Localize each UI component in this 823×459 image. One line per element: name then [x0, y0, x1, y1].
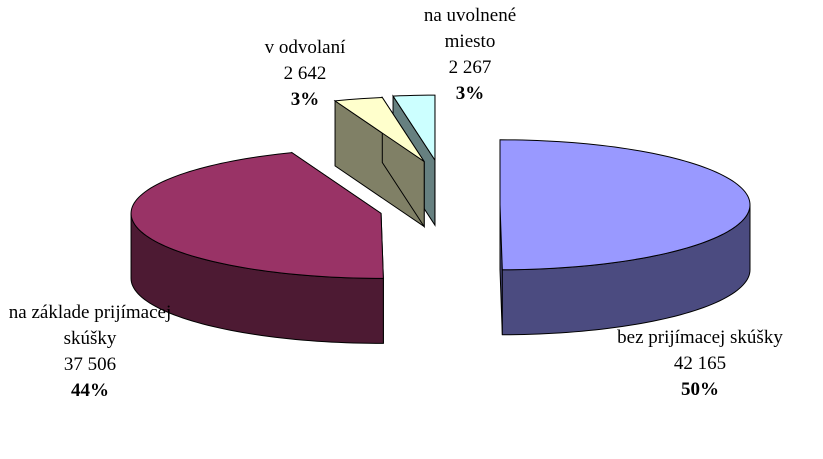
- slice: [130, 152, 384, 279]
- data-label: bez prijímacej skúšky 42 165 50%: [615, 325, 785, 403]
- percent-label: 44%: [71, 380, 109, 401]
- value-label: 2 267: [448, 57, 492, 78]
- percent-label: 3%: [455, 83, 485, 104]
- data-label: na uvolnené miesto 2 267 3%: [400, 3, 540, 107]
- value-label: 2 642: [283, 63, 327, 84]
- category-label: bez prijímacej skúšky: [617, 327, 783, 348]
- percent-label: 3%: [290, 89, 320, 110]
- value-label: 37 506: [63, 354, 117, 375]
- percent-label: 50%: [681, 379, 719, 400]
- slice: [499, 139, 751, 271]
- data-label: na základe prijímacej skúšky 37 506 44%: [5, 300, 175, 404]
- category-label: na základe prijímacej skúšky: [8, 302, 172, 349]
- category-label: na uvolnené miesto: [423, 5, 517, 52]
- data-label: v odvolaní 2 642 3%: [230, 35, 380, 113]
- category-label: v odvolaní: [264, 37, 346, 58]
- slice: [392, 94, 436, 162]
- slice: [333, 96, 425, 163]
- value-label: 42 165: [673, 353, 727, 374]
